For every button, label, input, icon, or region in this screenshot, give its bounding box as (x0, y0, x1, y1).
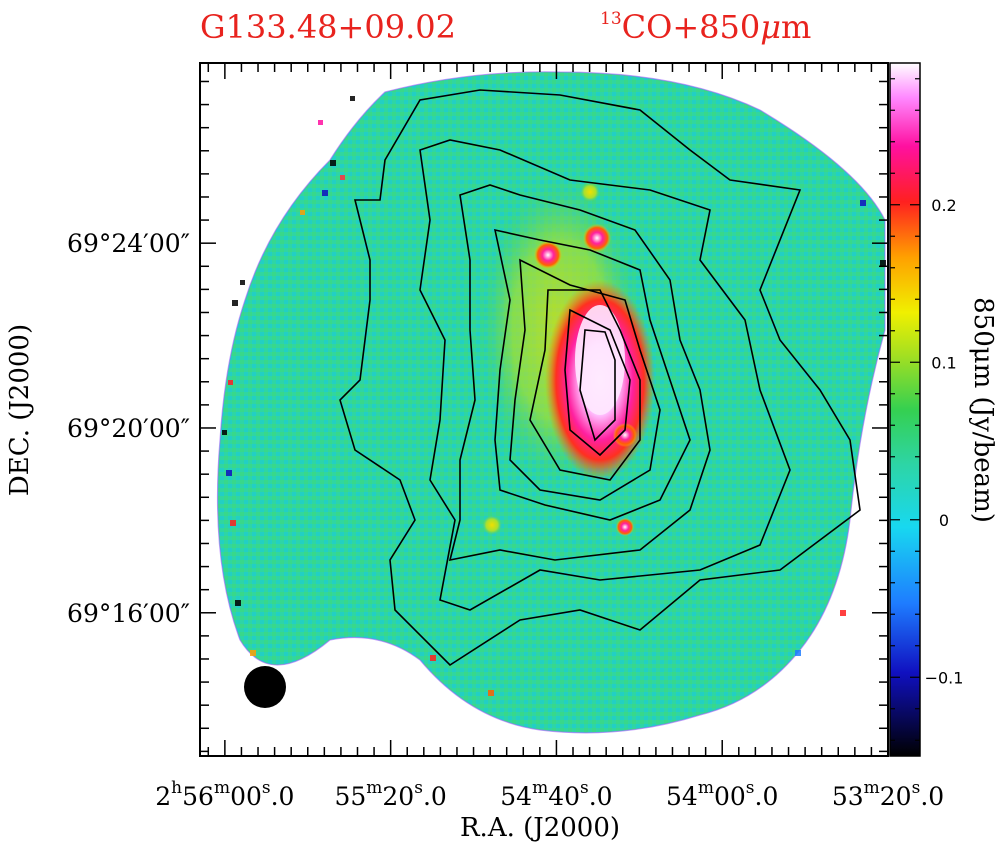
x-axis-ticks: 2h56m00s.0 55m20s.0 54m40s.0 54m00s.0 53m20s… (155, 63, 944, 811)
contour-level-1 (339, 89, 861, 667)
title-right: 13CO+850μm (600, 8, 811, 46)
x-tick-label: 54m40s.0 (500, 778, 612, 811)
x-tick-label: 55m20s.0 (334, 778, 446, 811)
contour-level-8 (579, 329, 616, 442)
y-axis-label: DEC. (J2000) (5, 324, 35, 496)
y-tick-label: 69°20′00″ (67, 414, 190, 443)
colorbar-tick-label: 0.1 (931, 353, 956, 372)
y-axis-ticks: 69°24′00″ 69°20′00″ 69°16′00″ (67, 80, 888, 753)
colorbar-ticks: 0.2 0.1 0 −0.1 (890, 78, 964, 741)
plot-frame (199, 62, 889, 757)
contour-level-7 (564, 308, 631, 457)
contour-level-5 (509, 258, 661, 501)
title-left: G133.48+09.02 (200, 8, 456, 46)
co-contours (339, 89, 861, 667)
colorbar-tick-label: 0.2 (931, 196, 956, 215)
x-tick-label: 2h56m00s.0 (155, 778, 294, 811)
x-tick-label: 54m00s.0 (666, 778, 778, 811)
x-tick-label: 53m20s.0 (832, 778, 944, 811)
y-tick-label: 69°24′00″ (67, 229, 190, 258)
x-axis-label: R.A. (J2000) (460, 813, 620, 843)
colorbar-label: 850μm (Jy/beam) (968, 297, 998, 523)
colorbar-tick-label: −0.1 (925, 668, 964, 687)
colorbar-tick-label: 0 (939, 511, 949, 530)
clump-1 (534, 241, 562, 269)
map-area (200, 63, 888, 756)
clump-3 (613, 423, 637, 447)
colorbar (890, 63, 920, 756)
beam-marker (244, 666, 286, 708)
contour-level-2 (419, 139, 791, 611)
clump-2 (583, 224, 611, 252)
contour-level-4 (493, 228, 691, 521)
edge-noise (222, 96, 886, 696)
contour-level-6 (529, 289, 641, 481)
y-tick-label: 69°16′00″ (67, 599, 190, 628)
contour-level-3 (448, 184, 711, 562)
